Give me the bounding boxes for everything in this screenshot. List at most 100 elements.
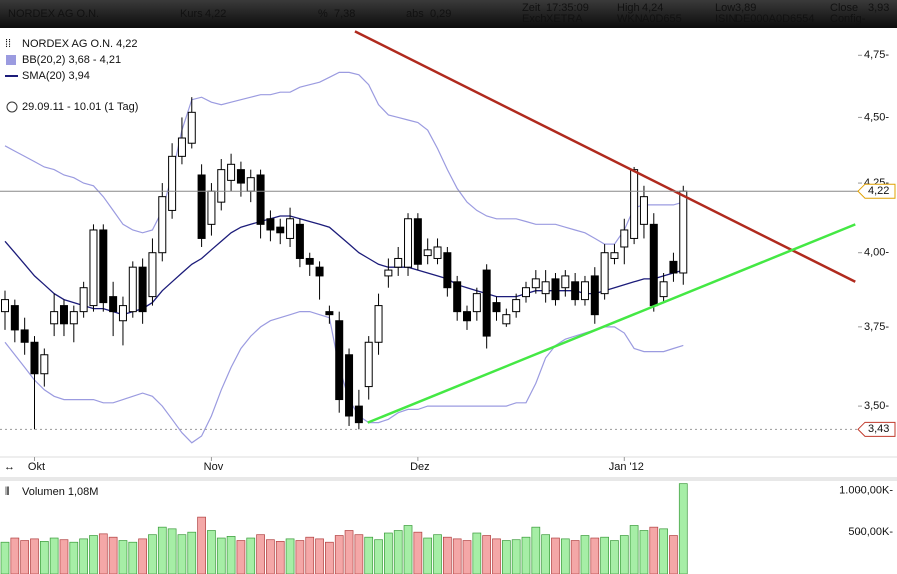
candle-body (59, 305, 68, 325)
x-tick-label: Okt (28, 461, 45, 473)
trendline (367, 223, 856, 424)
candle-body (649, 223, 658, 307)
detail-value: A0D655 (642, 13, 682, 25)
quote-label: abs (406, 8, 424, 20)
candle-body (335, 320, 344, 401)
candle-body (99, 229, 108, 304)
candle-body (128, 266, 137, 313)
volume-bar (423, 537, 433, 574)
volume-bar (619, 535, 629, 574)
volume-bar (452, 538, 462, 574)
volume-bar (266, 539, 275, 574)
volume-bar (678, 483, 688, 574)
candle-body (443, 252, 452, 289)
volume-bar (167, 528, 177, 574)
volume-bar (649, 526, 659, 574)
candle-body (138, 266, 147, 313)
candle-body (79, 287, 88, 313)
candle-body (590, 275, 599, 316)
candle-body (325, 311, 334, 316)
volume-bar (256, 534, 265, 574)
y-tick-label: 4,00- (864, 247, 889, 259)
volume-title: Volumen 1,08M (22, 486, 98, 498)
volume-bar (570, 540, 580, 574)
instrument-name: NORDEX AG O.N. (8, 8, 99, 20)
x-tick-label: Nov (204, 461, 224, 473)
candle-body (453, 281, 462, 313)
quote-value: 4,22 (205, 8, 226, 20)
volume-bar (600, 536, 609, 574)
volume-bar (374, 539, 383, 574)
volume-bar (0, 541, 10, 574)
detail-label: Zeit (522, 2, 540, 14)
volume-bar (551, 537, 560, 574)
volume-bar (59, 539, 69, 574)
y-tick-label: 4,50- (864, 111, 889, 123)
detail-label: WKN (617, 13, 643, 25)
x-tick-label: Dez (410, 461, 430, 473)
bb-upper (4, 71, 684, 245)
candle-body (187, 111, 196, 144)
volume-bar (364, 536, 374, 574)
volume-bar (226, 536, 236, 574)
candle-body (69, 311, 78, 325)
volume-bar (541, 534, 551, 574)
scroll-icon[interactable]: ↔ (4, 461, 15, 473)
volume-bar (246, 537, 256, 574)
candle-body (394, 257, 403, 268)
detail-label: Exch (522, 13, 546, 25)
date-range: 29.09.11 - 10.01 (1 Tag) (22, 101, 138, 113)
candle-body (541, 281, 550, 295)
trendline (354, 30, 856, 283)
candle-body (246, 177, 255, 192)
volume-bar (118, 540, 128, 574)
volume-bar (197, 516, 206, 574)
quote-label: Kurs (180, 8, 203, 20)
sma-line (4, 215, 684, 316)
candle-body (40, 354, 49, 375)
detail-value: 3,93 (868, 2, 889, 14)
legend: ⁞⁞ NORDEX AG O.N. 4,22 BB(20,2) 3,68 - 4,2… (5, 38, 138, 113)
volume-bar (138, 538, 147, 574)
candle-body (345, 354, 354, 417)
candle-body (659, 281, 668, 298)
volume-bar (629, 525, 639, 574)
candle-body (384, 269, 393, 277)
quote-value: 7,38 (334, 8, 355, 20)
candle-body (30, 341, 39, 375)
volume-bar (659, 528, 668, 574)
volume-bar (236, 540, 246, 574)
volume-bar (403, 525, 413, 574)
volume-bar (79, 538, 88, 574)
y-tick-label: 1.000,00K- (839, 484, 893, 496)
volume-bar (531, 526, 541, 574)
candle-body (89, 229, 98, 307)
volume-bar (472, 532, 482, 574)
candle-body (227, 163, 236, 181)
volume-bar (334, 535, 344, 574)
detail-value: 4,24 (642, 2, 663, 14)
candle-body (463, 311, 472, 322)
detail-value: 17:35:09 (546, 2, 589, 14)
volume-bar (305, 536, 315, 574)
candle-body (630, 169, 639, 239)
y-tick-label: 4,75- (864, 49, 889, 61)
candle-body (109, 296, 118, 313)
candle-body (207, 190, 216, 225)
volume-bar (30, 538, 39, 574)
candle-body (561, 275, 570, 289)
legend-swatch (6, 55, 16, 65)
candle-body (305, 257, 314, 265)
volume-bar (295, 540, 305, 574)
candle-body (276, 226, 285, 234)
candle-body (512, 299, 521, 313)
detail-value: XETRA (546, 13, 583, 25)
price-plot (1, 30, 856, 444)
quote-label: % (318, 8, 328, 20)
candle-body (669, 260, 678, 274)
volume-bar (501, 540, 511, 574)
volume-bar (157, 526, 167, 574)
volume-bar (39, 541, 49, 574)
detail-label: High (617, 2, 640, 14)
